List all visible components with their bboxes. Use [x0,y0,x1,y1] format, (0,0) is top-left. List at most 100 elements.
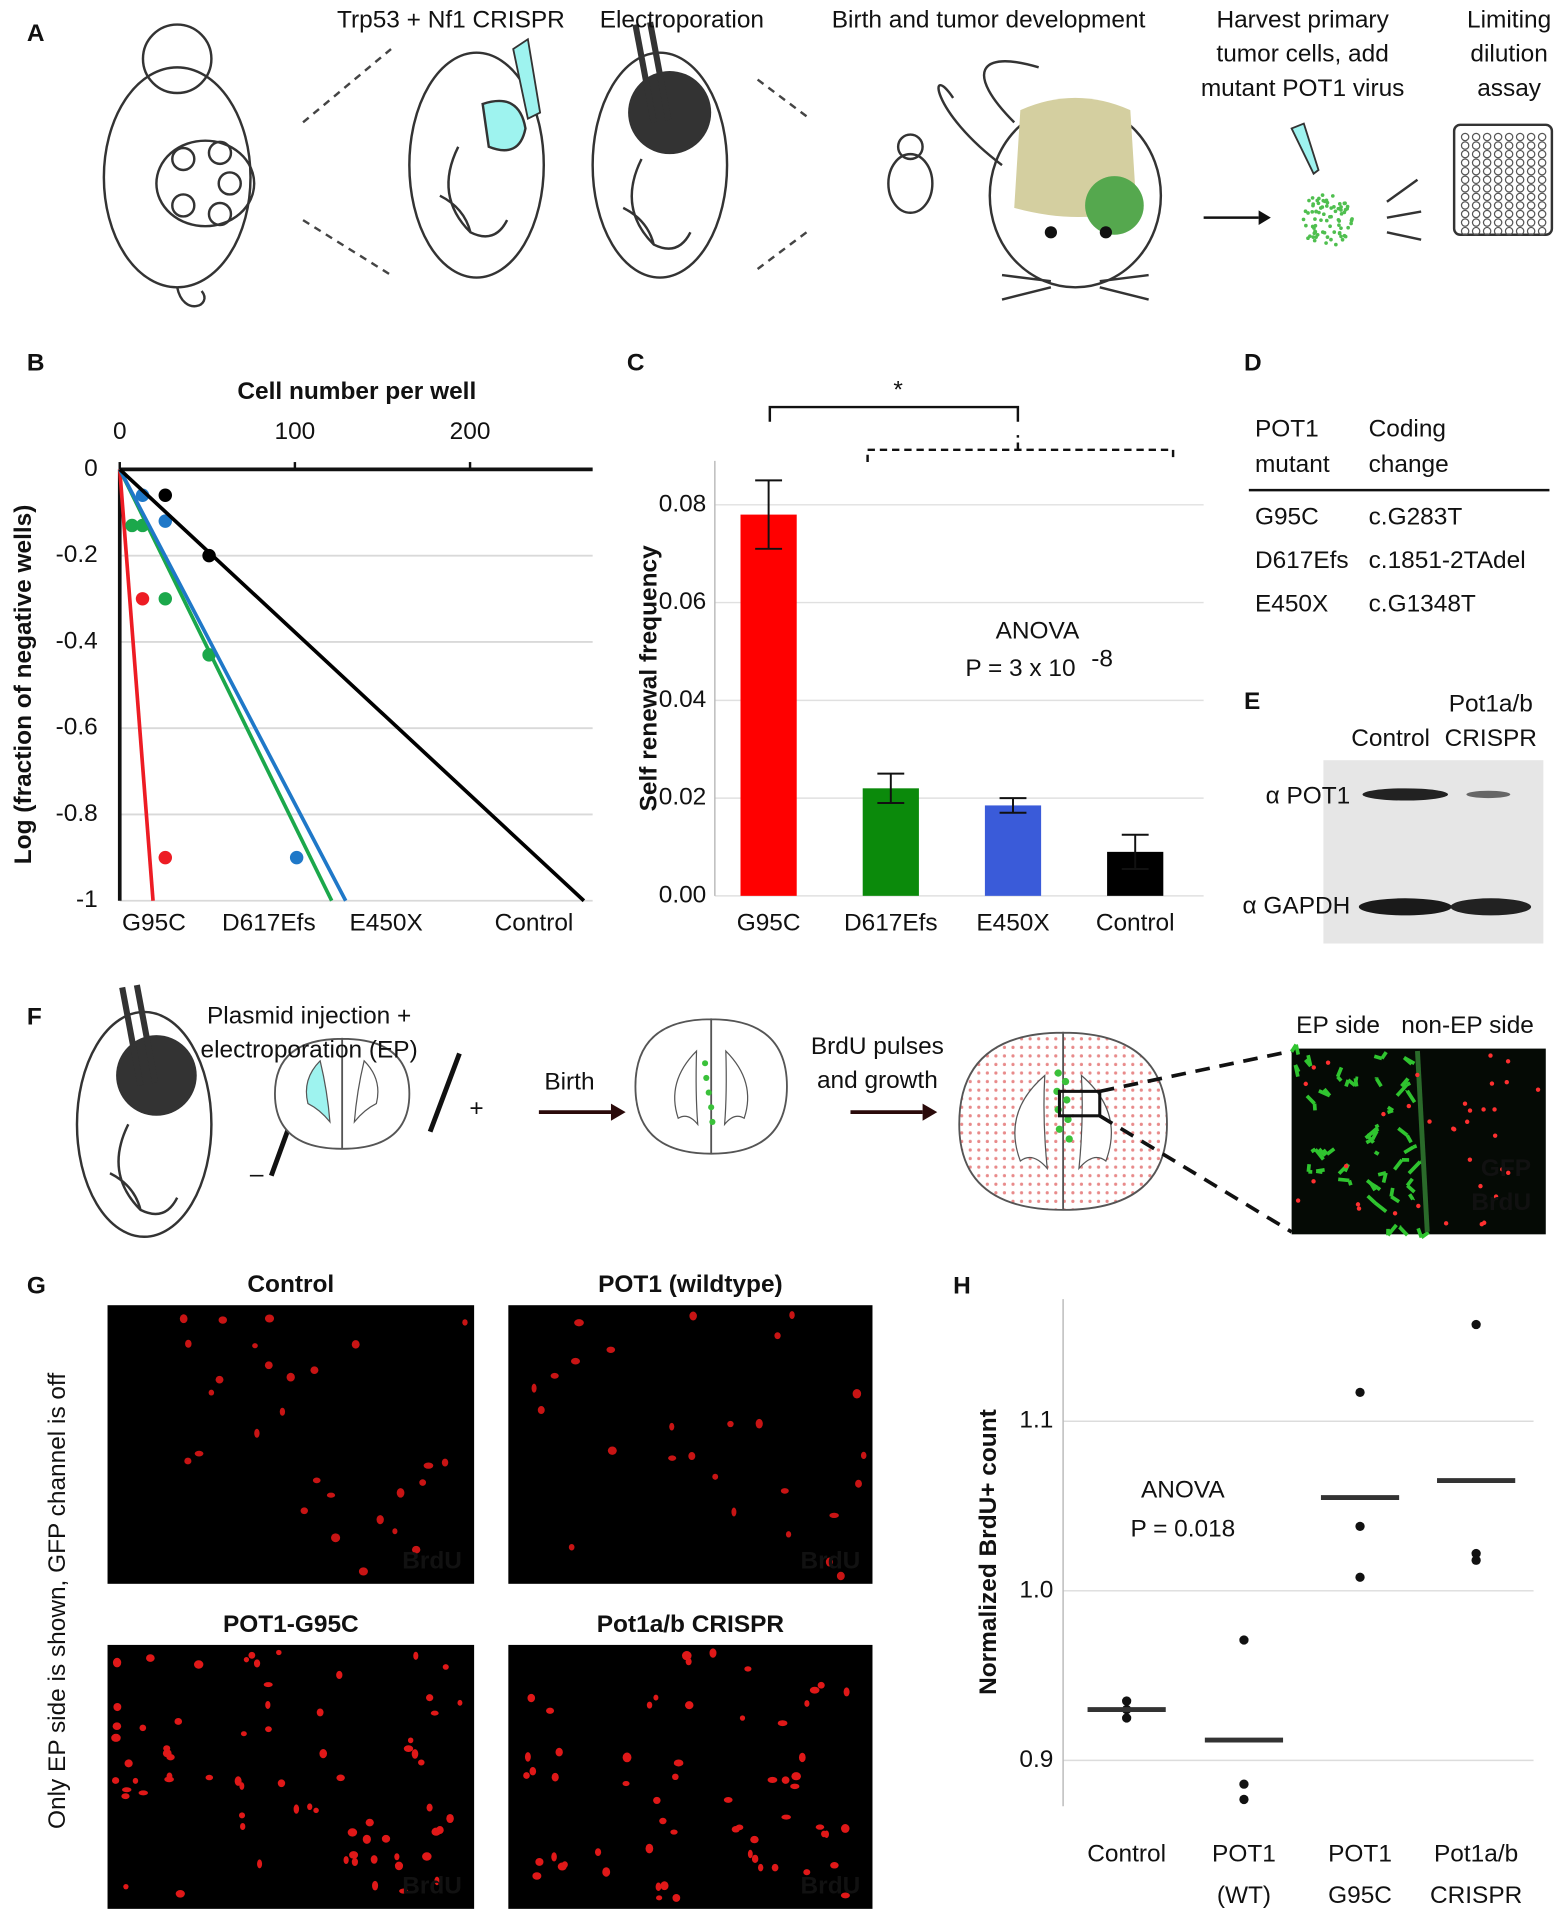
well [1460,226,1470,236]
brdu-nucleus [399,1888,409,1894]
brdu-nucleus [208,1389,215,1396]
brdu-cell [1416,1203,1421,1209]
dot [1303,209,1308,214]
gfp-cell [1318,1087,1332,1098]
column-label: Control [1351,725,1430,752]
brdu-nucleus [122,1787,132,1793]
table-cell: c.1851-2TAdel [1369,547,1526,574]
point [1122,1696,1132,1706]
brdu-nucleus [264,1361,273,1370]
x-tick-label: POT1 [1212,1841,1276,1868]
brdu-nucleus [646,1701,653,1709]
brdu-nucleus [767,1776,778,1784]
brdu-nucleus [326,1492,336,1498]
panel-label: H [953,1272,971,1299]
brdu-nucleus [441,1458,449,1467]
axis-title: Normalized BrdU+ count [975,1409,1002,1695]
brdu-nucleus [123,1883,129,1890]
brdu-nucleus [462,1319,468,1326]
brdu-nucleus [843,1687,850,1697]
brdu-nucleus [594,1848,602,1856]
brdu-nucleus [265,1700,271,1709]
well [1460,184,1470,193]
well [1493,132,1503,142]
dot [1337,223,1341,227]
brdu-cell [1492,1133,1498,1138]
column-label: CRISPR [1445,725,1537,752]
dot [1339,205,1343,209]
well [1526,218,1536,227]
brdu-nucleus [670,1829,678,1835]
gfp-cell [1386,1223,1398,1237]
well [1482,209,1492,219]
brdu-nucleus [457,1699,463,1706]
brdu-nucleus [132,1777,139,1784]
brdu-nucleus [791,1772,802,1781]
brdu-nucleus [418,1759,425,1766]
brdu-nucleus [803,1869,811,1876]
channel-label: GFP [1481,1155,1531,1182]
brdu-nucleus [550,1372,559,1379]
gfp-cell [1374,1077,1383,1088]
inset-label: non-EP side [1401,1012,1534,1039]
brdu-nucleus [112,1722,122,1731]
well [1482,141,1492,150]
point [158,592,173,606]
gfp-cell [1290,1043,1301,1055]
error-bar [999,797,1027,814]
point [1239,1779,1249,1789]
bracket [768,405,1020,422]
step-label: assay [1477,75,1542,102]
y-tick-label: 0 [84,455,98,482]
step-label: Plasmid injection + [207,1002,411,1029]
annotation: ANOVA [996,617,1080,644]
y-tick-label: -0.2 [56,541,98,568]
brdu-nucleus [411,1749,419,1759]
brdu-nucleus [264,1314,275,1323]
dot [1340,237,1345,242]
well [1460,149,1470,159]
well [1515,192,1525,202]
table-header: POT1 [1255,416,1319,443]
midline [1415,1050,1430,1233]
brdu-nucleus [218,1316,228,1324]
brdu-nucleus [673,1759,684,1767]
brdu-cell [1311,1179,1316,1184]
well [1526,175,1536,185]
brdu-nucleus [362,1834,371,1844]
error-bar [1121,833,1149,870]
well [1537,175,1547,185]
brdu-nucleus [430,1710,439,1716]
brdu-nucleus [622,1781,630,1787]
brdu-nucleus [396,1488,405,1498]
dot [1324,218,1329,223]
y-tick-label: -1 [76,886,98,913]
brdu-nucleus [139,1724,147,1732]
well [1504,158,1514,167]
step-label: mutant POT1 virus [1201,75,1405,102]
brdu-nucleus [551,1852,557,1862]
brdu-cell [1462,1101,1468,1106]
electrode-label: – [250,1161,264,1188]
well [1482,184,1492,193]
point [1471,1555,1481,1565]
gfp-cell [1377,1171,1388,1184]
well [1537,141,1547,150]
brdu-nucleus [248,1651,256,1659]
panel-label: G [27,1272,46,1299]
brdu-nucleus [529,1767,537,1776]
gfp-cell [1303,1054,1313,1068]
brdu-nucleus [555,1747,563,1757]
brdu-nucleus [370,1855,378,1864]
brdu-nucleus [376,1515,384,1525]
bracket [866,435,1175,463]
dot [1304,223,1308,228]
x-tick-label: POT1 [1328,1841,1392,1868]
dot [1301,217,1306,222]
well [1482,218,1492,227]
point [1122,1713,1132,1723]
brdu-nucleus [234,1776,242,1786]
y-tick-label: 0.00 [659,881,707,908]
brdu-cell [1489,1081,1495,1086]
